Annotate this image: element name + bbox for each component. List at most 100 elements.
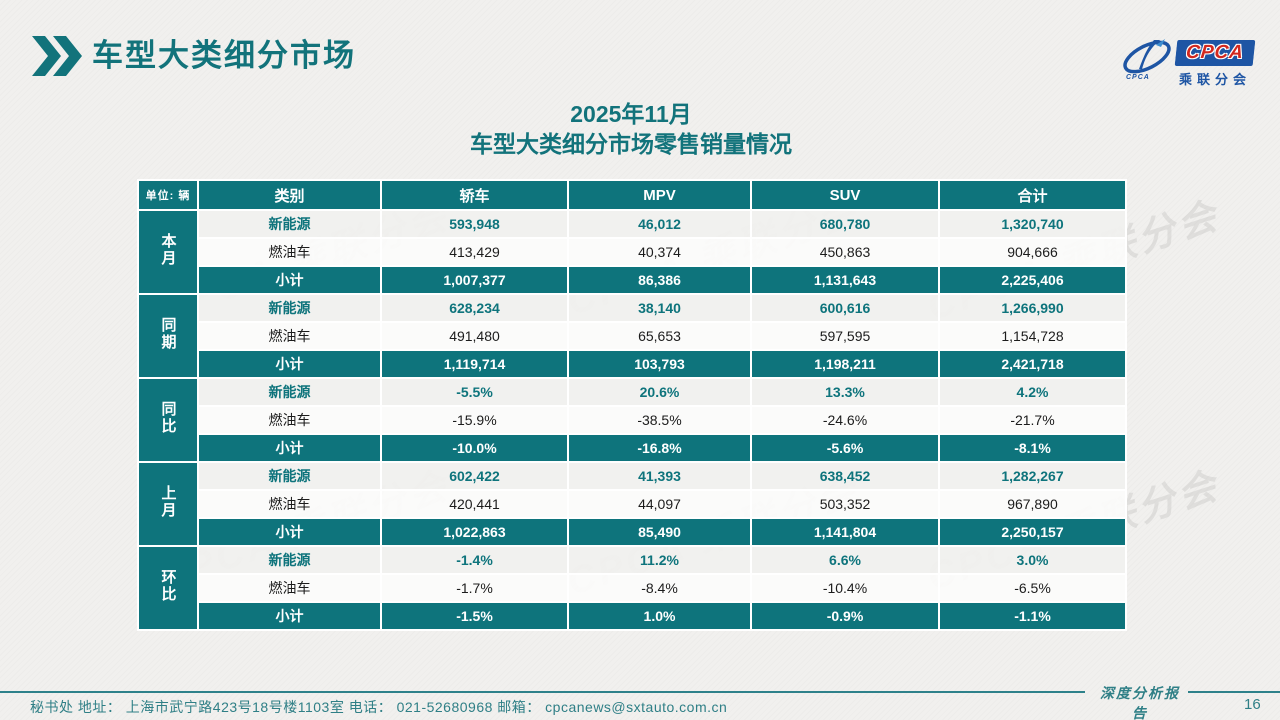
cpca-wordmark: CPCA 乘联分会 (1174, 40, 1256, 88)
table-row: 小计 1,022,863 85,490 1,141,804 2,250,157 (138, 517, 1127, 547)
row-label: 小计 (197, 517, 382, 547)
group-label-last-month: 上月 (137, 461, 199, 547)
cell-sedan: 1,007,377 (380, 265, 569, 295)
cell-sedan: 491,480 (380, 321, 569, 351)
unit-label: 单位: 辆 (137, 179, 199, 211)
table-title-caption: 车型大类细分市场零售销量情况 (470, 131, 792, 157)
cell-total: 1,266,990 (938, 293, 1127, 323)
table-row: 小计 1,119,714 103,793 1,198,211 2,421,718 (138, 349, 1127, 379)
cell-suv: 503,352 (750, 489, 940, 519)
table-header-row: 单位: 辆 类别 轿车 MPV SUV 合计 (137, 179, 1127, 211)
group-label-current-month: 本月 (137, 209, 199, 295)
cell-suv: 638,452 (750, 461, 940, 491)
page-number: 16 (1244, 696, 1261, 713)
cell-sedan: 413,429 (380, 237, 569, 267)
row-label: 小计 (197, 265, 382, 295)
cell-mpv: 103,793 (567, 349, 752, 379)
cell-suv: 1,198,211 (750, 349, 940, 379)
cpca-wordmark-text: CPCA (1185, 42, 1246, 63)
cell-sedan: 1,022,863 (380, 517, 569, 547)
table-row: 燃油车 420,441 44,097 503,352 967,890 (138, 489, 1127, 519)
row-label: 燃油车 (197, 573, 382, 603)
cell-total: 2,225,406 (938, 265, 1127, 295)
cell-suv: 600,616 (750, 293, 940, 323)
cell-sedan: 628,234 (380, 293, 569, 323)
row-label: 小计 (197, 433, 382, 463)
table-row: 小计 -10.0% -16.8% -5.6% -8.1% (138, 433, 1127, 463)
cell-sedan: -1.4% (380, 545, 569, 575)
table-row: 燃油车 -1.7% -8.4% -10.4% -6.5% (138, 573, 1127, 603)
cell-total: 1,320,740 (938, 209, 1127, 239)
cpca-swoosh-icon (1123, 39, 1171, 74)
footer-divider (0, 691, 1085, 693)
table-row: 上月 新能源 602,422 41,393 638,452 1,282,267 (137, 461, 1127, 547)
cell-sedan: 593,948 (380, 209, 569, 239)
cell-mpv: -38.5% (567, 405, 752, 435)
cpca-logo: CPCA CPCA 乘联分会 (1120, 34, 1256, 88)
cell-mpv: -8.4% (567, 573, 752, 603)
cell-mpv: 65,653 (567, 321, 752, 351)
double-chevron-icon (32, 36, 82, 76)
cell-mpv: 85,490 (567, 517, 752, 547)
cell-mpv: 41,393 (567, 461, 752, 491)
cpca-subtitle: 乘联分会 (1178, 72, 1251, 87)
cell-suv: -5.6% (750, 433, 940, 463)
table-row: 本月 新能源 593,948 46,012 680,780 1,320,740 (137, 209, 1127, 295)
cell-total: 2,250,157 (938, 517, 1127, 547)
table-row: 燃油车 413,429 40,374 450,863 904,666 (138, 237, 1127, 267)
cell-total: 967,890 (938, 489, 1127, 519)
cell-sedan: 602,422 (380, 461, 569, 491)
cell-suv: 13.3% (750, 377, 940, 407)
cell-mpv: 20.6% (567, 377, 752, 407)
table-row: 同比 新能源 -5.5% 20.6% 13.3% 4.2% (137, 377, 1127, 463)
table-row: 环比 新能源 -1.4% 11.2% 6.6% 3.0% (137, 545, 1127, 631)
report-type-label: 深度分析报告 (1100, 686, 1180, 720)
cell-mpv: -16.8% (567, 433, 752, 463)
footer-contact-info: 秘书处 地址： 上海市武宁路423号18号楼1103室 电话： 021-5268… (30, 699, 728, 715)
row-label: 新能源 (197, 377, 382, 407)
cell-mpv: 40,374 (567, 237, 752, 267)
cell-total: 1,154,728 (938, 321, 1127, 351)
row-label: 燃油车 (197, 405, 382, 435)
row-label: 燃油车 (197, 321, 382, 351)
col-header-sedan: 轿车 (380, 179, 569, 211)
cell-sedan: -1.7% (380, 573, 569, 603)
cell-total: -1.1% (938, 601, 1127, 631)
cell-suv: 1,131,643 (750, 265, 940, 295)
row-label: 新能源 (197, 209, 382, 239)
cell-suv: 450,863 (750, 237, 940, 267)
group-label-yoy: 同比 (137, 377, 199, 463)
cell-suv: -0.9% (750, 601, 940, 631)
group-label-same-period: 同期 (137, 293, 199, 379)
cell-total: 4.2% (938, 377, 1127, 407)
sales-table-wrap: 单位: 辆 类别 轿车 MPV SUV 合计 本月 新能源 593,948 46… (137, 179, 1127, 631)
cell-sedan: -1.5% (380, 601, 569, 631)
table-row: 小计 -1.5% 1.0% -0.9% -1.1% (138, 601, 1127, 631)
table-row: 同期 新能源 628,234 38,140 600,616 1,266,990 (137, 293, 1127, 379)
cell-total: -21.7% (938, 405, 1127, 435)
cell-suv: 1,141,804 (750, 517, 940, 547)
cell-sedan: -10.0% (380, 433, 569, 463)
cpca-wordmark-box: CPCA (1174, 40, 1256, 66)
footer-divider-right (1188, 691, 1280, 693)
table-row: 燃油车 -15.9% -38.5% -24.6% -21.7% (138, 405, 1127, 435)
col-header-category: 类别 (197, 179, 382, 211)
col-header-mpv: MPV (567, 179, 752, 211)
row-label: 燃油车 (197, 489, 382, 519)
cell-total: 1,282,267 (938, 461, 1127, 491)
cell-suv: -10.4% (750, 573, 940, 603)
cell-total: -8.1% (938, 433, 1127, 463)
table-title-block: 2025年11月 车型大类细分市场零售销量情况 (137, 100, 1125, 160)
cell-suv: -24.6% (750, 405, 940, 435)
cell-suv: 597,595 (750, 321, 940, 351)
cell-mpv: 38,140 (567, 293, 752, 323)
table-title-month: 2025年11月 (570, 101, 692, 127)
group-label-mom: 环比 (137, 545, 199, 631)
cell-suv: 6.6% (750, 545, 940, 575)
row-label: 小计 (197, 601, 382, 631)
cell-total: 904,666 (938, 237, 1127, 267)
row-label: 燃油车 (197, 237, 382, 267)
cell-mpv: 1.0% (567, 601, 752, 631)
cell-total: 3.0% (938, 545, 1127, 575)
